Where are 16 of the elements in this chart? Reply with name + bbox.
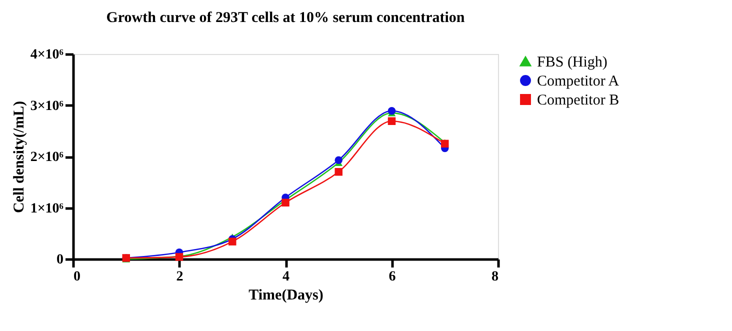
legend-label: Competitor A [537,74,620,90]
y-tick-label: 1×10⁶ [30,201,64,216]
x-tick-label: 6 [388,270,396,284]
x-tick-label: 8 [492,270,498,284]
y-tick-label: 4×10⁶ [30,48,64,62]
x-tick-label: 2 [176,270,184,284]
y-tick-label: 2×10⁶ [30,150,64,165]
legend-label: FBS (High) [537,54,608,70]
y-tick-label: 3×10⁶ [30,98,64,114]
x-tick-label: 4 [282,270,290,284]
legend-label: Competitor B [537,92,620,108]
y-tick-label: 0 [56,252,64,268]
chart-title: Growth curve of 293T cells at 10% serum concentration [106,10,466,26]
x-axis-title: Time(Days) [248,288,324,304]
y-axis-title: Cell density(/mL) [11,100,28,214]
x-tick-label: 0 [74,270,80,284]
